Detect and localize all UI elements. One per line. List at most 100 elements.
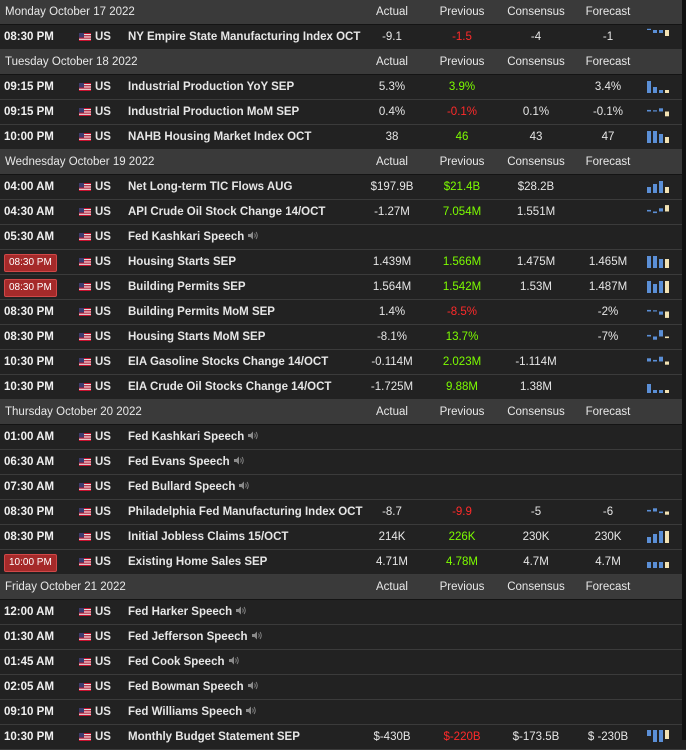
previous-value: -9.9 [452, 506, 472, 518]
event-time: 01:30 AM [4, 631, 55, 643]
actual-value: 1.4% [378, 306, 406, 318]
event-row[interactable]: 10:30 PM US Monthly Budget Statement SEP $-… [0, 725, 686, 750]
chart-bar [665, 311, 669, 318]
event-name[interactable]: Building Permits MoM SEP [128, 300, 275, 324]
event-row[interactable]: 08:30 PM US Housing Starts MoM SEP -8.1% 13.… [0, 325, 686, 350]
forecast-value [558, 200, 658, 224]
bar-chart-icon[interactable] [646, 103, 670, 120]
bar-chart-icon[interactable] [646, 503, 670, 520]
chart-bar [647, 562, 651, 568]
event-name[interactable]: EIA Gasoline Stocks Change 14/OCT [128, 350, 328, 374]
event-name[interactable]: NY Empire State Manufacturing Index OCT [128, 25, 360, 49]
bar-chart-icon[interactable] [646, 553, 670, 570]
event-row[interactable]: 09:15 PM US Industrial Production YoY SEP 5… [0, 75, 686, 100]
event-name[interactable]: Fed Kashkari Speech [128, 425, 259, 449]
event-row[interactable]: 04:00 AM US Net Long-term TIC Flows AUG $19… [0, 175, 686, 200]
event-row[interactable]: 08:30 PM US Initial Jobless Claims 15/OCT 2… [0, 525, 686, 550]
event-row[interactable]: 06:30 AM US Fed Evans Speech [0, 450, 686, 475]
event-row[interactable]: 10:00 PM US Existing Home Sales SEP 4.71M 4.… [0, 550, 686, 575]
chart-bar [653, 87, 657, 93]
bar-chart-icon[interactable] [646, 78, 670, 95]
event-name[interactable]: Fed Williams Speech [128, 700, 257, 724]
event-row[interactable]: 01:45 AM US Fed Cook Speech [0, 650, 686, 675]
bar-chart-icon[interactable] [646, 178, 670, 195]
bar-chart-icon[interactable] [646, 528, 670, 545]
chart-bar [653, 730, 657, 742]
event-name[interactable]: Fed Jefferson Speech [128, 625, 263, 649]
event-name[interactable]: Philadelphia Fed Manufacturing Index OCT [128, 500, 363, 524]
chart-bar [653, 534, 657, 543]
bar-chart-icon[interactable] [646, 278, 670, 295]
event-name[interactable]: Fed Harker Speech [128, 600, 247, 624]
event-name[interactable]: Initial Jobless Claims 15/OCT [128, 525, 288, 549]
bar-chart-icon[interactable] [646, 303, 670, 320]
event-name[interactable]: API Crude Oil Stock Change 14/OCT [128, 200, 325, 224]
event-name[interactable]: Housing Starts SEP [128, 250, 236, 274]
event-name[interactable]: Housing Starts MoM SEP [128, 325, 265, 349]
event-time: 10:30 PM [4, 731, 54, 743]
event-row[interactable]: 10:30 PM US EIA Gasoline Stocks Change 14/… [0, 350, 686, 375]
country-code: US [95, 181, 111, 193]
event-name[interactable]: NAHB Housing Market Index OCT [128, 125, 311, 149]
event-title: Housing Starts SEP [128, 256, 236, 268]
event-row[interactable]: 01:30 AM US Fed Jefferson Speech [0, 625, 686, 650]
event-row[interactable]: 08:30 PM US Philadelphia Fed Manufacturing… [0, 500, 686, 525]
event-time: 09:15 PM [4, 106, 54, 118]
consensus-value: -4 [530, 31, 542, 43]
event-name[interactable]: Building Permits SEP [128, 275, 246, 299]
bar-chart-icon[interactable] [646, 728, 670, 745]
event-row[interactable]: 04:30 AM US API Crude Oil Stock Change 14/… [0, 200, 686, 225]
event-title: Existing Home Sales SEP [128, 556, 268, 568]
chart-bar [653, 110, 657, 112]
country-code: US [95, 281, 111, 293]
chart-bar [647, 537, 651, 543]
bar-chart-icon[interactable] [646, 328, 670, 345]
us-flag-icon [79, 183, 91, 191]
event-row[interactable]: 01:00 AM US Fed Kashkari Speech [0, 425, 686, 450]
event-name[interactable]: Fed Kashkari Speech [128, 225, 259, 249]
event-row[interactable]: 08:30 PM US Building Permits SEP 1.564M 1.54… [0, 275, 686, 300]
event-row[interactable]: 08:30 PM US NY Empire State Manufacturing … [0, 25, 686, 50]
event-row[interactable]: 08:30 PM US Building Permits MoM SEP 1.4% -8… [0, 300, 686, 325]
forecast-value: -6 [602, 506, 614, 518]
event-row[interactable]: 07:30 AM US Fed Bullard Speech [0, 475, 686, 500]
event-title: Fed Williams Speech [128, 706, 243, 719]
bar-chart-icon[interactable] [646, 203, 670, 220]
event-time: 08:30 PM [4, 279, 57, 297]
country-code: US [95, 531, 111, 543]
bar-chart-icon[interactable] [646, 378, 670, 395]
country-code: US [95, 506, 111, 518]
event-name[interactable]: Industrial Production MoM SEP [128, 100, 299, 124]
event-name[interactable]: Net Long-term TIC Flows AUG [128, 175, 292, 199]
event-name[interactable]: Fed Bullard Speech [128, 475, 250, 499]
event-name[interactable]: Fed Cook Speech [128, 650, 240, 674]
event-name[interactable]: Existing Home Sales SEP [128, 550, 267, 574]
consensus-value: $28.2B [517, 181, 555, 193]
event-name[interactable]: Industrial Production YoY SEP [128, 75, 294, 99]
chart-bar [647, 256, 651, 268]
us-flag-icon [79, 608, 91, 616]
event-row[interactable]: 10:00 PM US NAHB Housing Market Index OCT 3… [0, 125, 686, 150]
bar-chart-icon[interactable] [646, 253, 670, 270]
actual-value: -1.725M [370, 381, 414, 393]
event-row[interactable]: 02:05 AM US Fed Bowman Speech [0, 675, 686, 700]
bar-chart-icon[interactable] [646, 353, 670, 370]
event-name[interactable]: Fed Evans Speech [128, 450, 245, 474]
event-time: 08:30 PM [4, 254, 57, 272]
scrollbar[interactable] [682, 0, 686, 740]
previous-value: 46 [455, 131, 469, 143]
event-name[interactable]: Fed Bowman Speech [128, 675, 259, 699]
event-row[interactable]: 12:00 AM US Fed Harker Speech [0, 600, 686, 625]
day-date: Monday October 17 2022 [5, 6, 135, 18]
event-name[interactable]: Monthly Budget Statement SEP [128, 725, 300, 749]
event-row[interactable]: 05:30 AM US Fed Kashkari Speech [0, 225, 686, 250]
event-row[interactable]: 09:15 PM US Industrial Production MoM SEP 0… [0, 100, 686, 125]
bar-chart-icon[interactable] [646, 128, 670, 145]
event-name[interactable]: EIA Crude Oil Stocks Change 14/OCT [128, 375, 331, 399]
bar-chart-icon[interactable] [646, 28, 670, 45]
chart-bar [647, 384, 651, 393]
event-time: 06:30 AM [4, 456, 55, 468]
event-row[interactable]: 10:30 PM US EIA Crude Oil Stocks Change 14… [0, 375, 686, 400]
event-row[interactable]: 08:30 PM US Housing Starts SEP 1.439M 1.566M… [0, 250, 686, 275]
event-row[interactable]: 09:10 PM US Fed Williams Speech [0, 700, 686, 725]
